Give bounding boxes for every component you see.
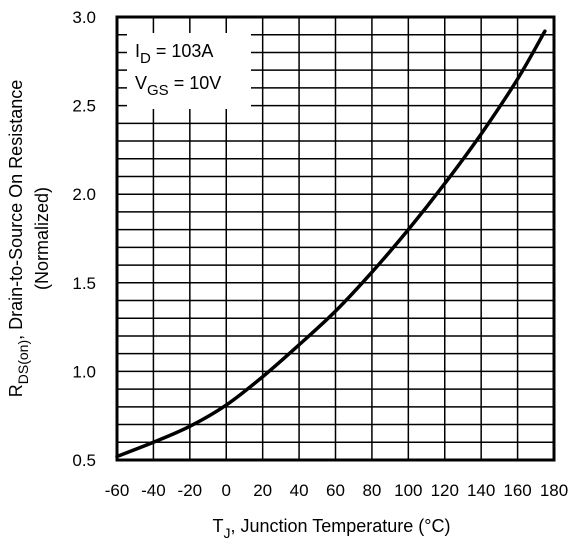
- x-tick-label: 40: [290, 481, 309, 500]
- y-tick-label: 1.5: [72, 274, 96, 293]
- x-tick-label: -60: [105, 481, 130, 500]
- x-axis-title: TJ, Junction Temperature (°C): [213, 516, 451, 541]
- annotation-line: ID = 103A: [135, 41, 213, 67]
- x-tick-label: 60: [326, 481, 345, 500]
- annotation-line: VGS = 10V: [135, 73, 221, 99]
- x-tick-label: 140: [467, 481, 495, 500]
- series-line-0: [115, 29, 547, 459]
- plot-frame: [115, 15, 556, 462]
- x-tick-label: -40: [141, 481, 166, 500]
- x-tick-label: 180: [540, 481, 568, 500]
- x-tick-label: 80: [362, 481, 381, 500]
- x-tick-label: 100: [394, 481, 422, 500]
- y-tick-label: 3.0: [72, 8, 96, 27]
- annotation-background: [127, 33, 251, 109]
- x-tick-label: 20: [253, 481, 272, 500]
- y-axis-title-line2: (Normalized): [32, 187, 52, 290]
- y-tick-labels: 0.5 1.0 1.5 2.0 2.5 3.0: [72, 8, 96, 470]
- x-tick-label: 0: [222, 481, 231, 500]
- y-tick-label: 1.0: [72, 362, 96, 381]
- y-axis-title-line1: RDS(on), Drain-to-Source On Resistance: [6, 80, 31, 397]
- y-tick-label: 2.5: [72, 97, 96, 116]
- y-tick-label: 2.0: [72, 185, 96, 204]
- x-tick-label: -20: [178, 481, 203, 500]
- y-axis-title: RDS(on), Drain-to-Source On Resistance (…: [6, 80, 52, 397]
- y-tick-label: 0.5: [72, 451, 96, 470]
- annotations: ID = 103A VGS = 10V: [127, 33, 251, 109]
- x-tick-label: 160: [503, 481, 531, 500]
- x-tick-labels: -60 -40 -20 0 20 40 60 80 100 120 140 160 180: [105, 481, 568, 500]
- x-tick-label: 120: [431, 481, 459, 500]
- series-layer: [115, 29, 547, 459]
